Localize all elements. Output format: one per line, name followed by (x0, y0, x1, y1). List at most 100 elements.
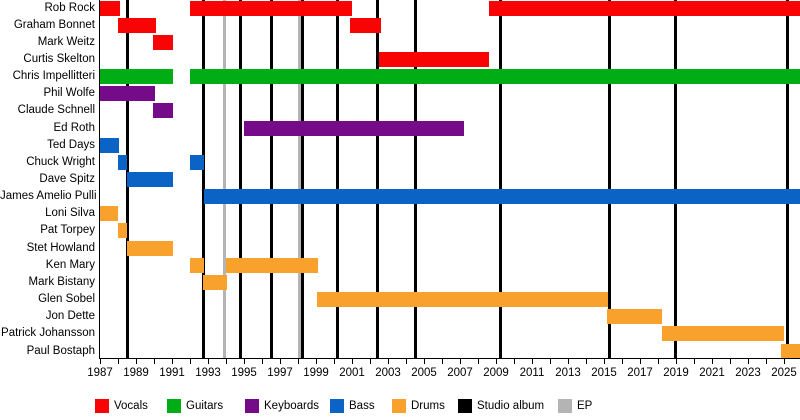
member-name-label: Stet Howland (26, 241, 95, 254)
ep-line (222, 0, 226, 358)
x-axis-tick (675, 359, 677, 364)
x-axis-tick (477, 359, 479, 364)
x-axis-year-label: 2007 (447, 367, 473, 379)
legend-label: Vocals (114, 400, 148, 412)
legend-swatch-bass (330, 399, 344, 413)
studio-album-line (301, 0, 304, 358)
tenure-bar-vocals (350, 17, 381, 33)
tenure-bar-vocals (100, 0, 120, 16)
x-axis-year-label: 2011 (519, 367, 545, 379)
x-axis-tick (441, 359, 443, 364)
x-axis-year-label: 2025 (771, 367, 797, 379)
tenure-bar-keyboards (153, 103, 173, 119)
x-axis-tick (189, 359, 191, 364)
x-axis-tick (603, 359, 605, 364)
tenure-bar-bass (118, 154, 127, 170)
tenure-bar-drums (127, 240, 173, 256)
studio-album-line (499, 0, 502, 358)
tenure-bar-drums (661, 326, 784, 342)
x-axis-tick (621, 359, 623, 364)
member-name-label: Claude Schnell (17, 104, 95, 117)
legend-label: Keyboards (264, 400, 319, 412)
tenure-bar-drums (226, 257, 318, 273)
tenure-bar-keyboards (100, 86, 155, 102)
x-axis-tick (567, 359, 569, 364)
x-axis-year-label: 1995 (231, 367, 257, 379)
studio-album-line (238, 0, 242, 358)
x-axis-year-label: 1987 (87, 367, 113, 379)
x-axis-tick (279, 359, 281, 364)
legend-swatch-guitars (167, 399, 181, 413)
tenure-bar-vocals (118, 17, 156, 33)
ep-line (298, 0, 302, 358)
studio-album-line (673, 0, 677, 358)
x-axis-tick (495, 359, 497, 364)
x-axis-tick (513, 359, 515, 364)
x-axis-tick (531, 359, 533, 364)
x-axis-year-label: 2023 (735, 367, 761, 379)
member-name-label: Rob Rock (44, 1, 96, 14)
tenure-bar-drums (100, 206, 118, 222)
x-axis-tick (711, 359, 713, 364)
tenure-bar-drums (316, 292, 608, 308)
tenure-bar-vocals (153, 34, 173, 50)
legend-swatch-keyboards (245, 399, 259, 413)
tenure-bar-bass (100, 137, 119, 153)
x-axis-tick (765, 359, 767, 364)
member-name-label: Ken Mary (45, 258, 95, 271)
tenure-bar-bass (204, 189, 800, 205)
x-axis-year-label: 1989 (123, 367, 149, 379)
member-name-label: Paul Bostaph (26, 344, 95, 357)
member-name-label: Patrick Johansson (1, 327, 95, 340)
x-axis-year-label: 1997 (267, 367, 293, 379)
member-name-label: Glen Sobel (38, 293, 95, 306)
tenure-bar-drums (202, 274, 227, 290)
x-axis-tick (423, 359, 425, 364)
legend-label: Drums (411, 400, 445, 412)
x-axis-year-label: 1999 (303, 367, 329, 379)
x-axis-tick (315, 359, 317, 364)
x-axis-year-label: 2017 (627, 367, 653, 379)
member-name-label: Phil Wolfe (43, 87, 95, 100)
member-name-label: Ed Roth (53, 121, 95, 134)
x-axis-tick (693, 359, 695, 364)
x-axis-year-label: 2003 (375, 367, 401, 379)
legend-label: Bass (349, 400, 375, 412)
studio-album-line (375, 0, 379, 358)
studio-album-line (413, 0, 417, 358)
tenure-bar-bass (127, 172, 173, 187)
x-axis-tick (153, 359, 155, 364)
member-name-label: Pat Torpey (40, 224, 95, 237)
x-axis-line (99, 358, 800, 360)
studio-album-line (786, 0, 790, 358)
tenure-bar-vocals (488, 0, 800, 16)
member-name-label: Ted Days (47, 138, 95, 151)
legend-swatch-drums (392, 399, 406, 413)
studio-album-line (270, 0, 274, 358)
legend-label: Guitars (186, 400, 224, 412)
studio-album-line (336, 0, 340, 358)
member-name-label: Graham Bonnet (13, 18, 95, 31)
x-axis-tick (297, 359, 299, 364)
x-axis-tick (99, 359, 101, 364)
x-axis-tick (729, 359, 731, 364)
member-name-label: Mark Bistany (28, 275, 95, 288)
member-name-label: Curtis Skelton (23, 52, 95, 65)
legend-swatch-vocals (95, 399, 109, 413)
x-axis-tick (657, 359, 659, 364)
x-axis-tick (261, 359, 263, 364)
x-axis-tick (243, 359, 245, 364)
member-name-label: Loni Silva (45, 207, 95, 220)
x-axis-year-label: 2019 (663, 367, 689, 379)
member-name-label: Chris Impellitteri (12, 70, 95, 83)
x-axis-tick (171, 359, 173, 364)
x-axis-tick (369, 359, 371, 364)
x-axis-tick (549, 359, 551, 364)
x-axis-tick (117, 359, 119, 364)
member-name-label: Jon Dette (45, 310, 95, 323)
x-axis-tick (387, 359, 389, 364)
x-axis-tick (747, 359, 749, 364)
legend-swatch-ep (558, 399, 572, 413)
x-axis-tick (783, 359, 785, 364)
x-axis-tick (135, 359, 137, 364)
